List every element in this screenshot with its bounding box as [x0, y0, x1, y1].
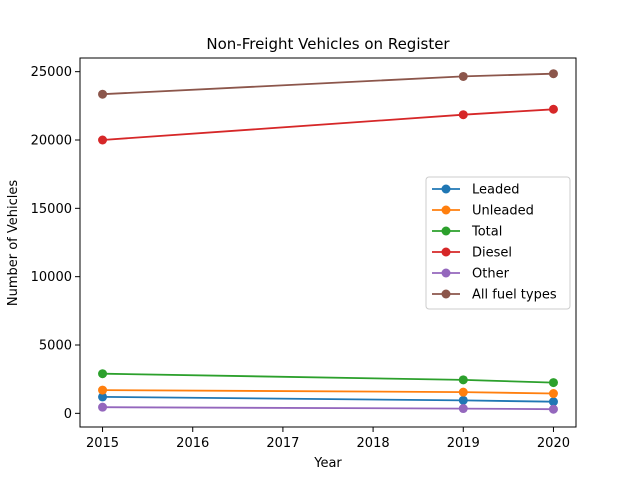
legend: Leaded Unleaded Total Diesel Other All fuel t… [425, 176, 571, 310]
x-tick-label: 2019 [447, 436, 480, 451]
data-point-diesel [458, 110, 468, 120]
legend-marker-other [441, 268, 451, 278]
data-point-all-fuel-types [458, 71, 468, 81]
series-line-other [102, 406, 554, 411]
plot-frame [79, 57, 577, 428]
y-tick-label: 0 [64, 407, 72, 422]
legend-marker-diesel [441, 247, 451, 257]
x-tick-label: 2020 [537, 436, 570, 451]
data-point-other [98, 402, 108, 412]
y-tick-label: 5000 [39, 339, 72, 354]
legend-marker-all-fuel-types [441, 289, 451, 299]
x-tick-label: 2018 [357, 436, 390, 451]
legend-box [425, 176, 571, 310]
x-tick-label: 2017 [266, 436, 299, 451]
legend-label-other: Other [472, 267, 510, 282]
legend-marker-unleaded [441, 205, 451, 215]
x-tick-label: 2015 [86, 436, 119, 451]
series-line-all-fuel-types [102, 72, 554, 96]
series-line-total [102, 372, 554, 384]
series-line-unleaded [102, 389, 554, 395]
data-point-diesel [548, 104, 558, 114]
data-point-other [458, 404, 468, 414]
legend-label-unleaded: Unleaded [472, 204, 534, 219]
series-line-leaded [102, 396, 554, 403]
legend-label-leaded: Leaded [472, 183, 519, 198]
legend-label-all-fuel-types: All fuel types [472, 288, 557, 303]
data-point-total [548, 378, 558, 388]
y-tick-label: 15000 [31, 202, 72, 217]
series-line-diesel [102, 108, 554, 141]
legend-label-diesel: Diesel [472, 246, 512, 261]
data-point-other [548, 404, 558, 414]
y-tick-label: 20000 [31, 134, 72, 149]
data-point-all-fuel-types [548, 69, 558, 79]
data-point-unleaded [548, 389, 558, 399]
data-point-leaded [98, 392, 108, 402]
legend-marker-leaded [441, 184, 451, 194]
data-point-unleaded [98, 385, 108, 395]
y-tick-label: 10000 [31, 270, 72, 285]
data-point-leaded [458, 395, 468, 405]
chart-title: Non-Freight Vehicles on Register [206, 35, 450, 53]
x-axis-label: Year [313, 456, 342, 471]
data-point-total [458, 375, 468, 385]
data-point-unleaded [458, 387, 468, 397]
legend-label-total: Total [471, 225, 502, 240]
data-point-leaded [548, 397, 558, 407]
data-point-diesel [98, 135, 108, 145]
legend-marker-total [441, 226, 451, 236]
data-point-all-fuel-types [98, 89, 108, 99]
y-axis-label: Number of Vehicles [6, 180, 21, 307]
data-point-total [98, 369, 108, 379]
plot-area: 2015 2016 2017 2018 2019 2020 0 5000 10000 15000 2… [31, 57, 577, 451]
x-tick-label: 2016 [176, 436, 209, 451]
y-tick-label: 25000 [31, 65, 72, 80]
